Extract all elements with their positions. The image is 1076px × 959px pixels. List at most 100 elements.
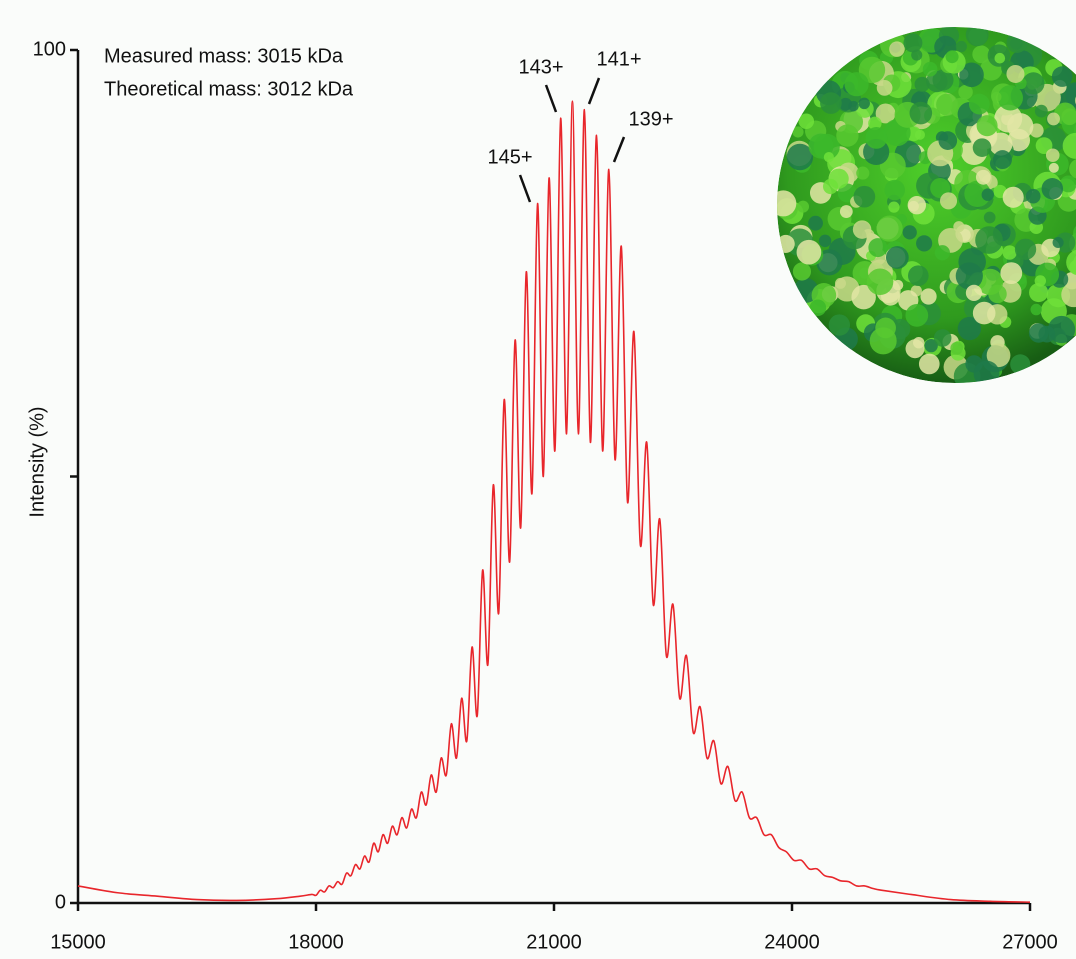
virus-blob xyxy=(797,240,822,265)
virus-blob xyxy=(974,361,1000,387)
virus-blob xyxy=(840,205,853,218)
peak-label: 143+ xyxy=(518,56,563,78)
virus-blob xyxy=(935,245,950,260)
virus-blob xyxy=(867,268,894,295)
virus-blob xyxy=(884,180,904,200)
virus-blob xyxy=(956,262,983,289)
virus-blob xyxy=(1053,237,1064,248)
y-tick-label: 100 xyxy=(33,38,66,60)
virus-blob xyxy=(808,216,823,231)
virus-blob xyxy=(877,80,893,96)
virus-blob xyxy=(797,201,809,213)
peak-label: 145+ xyxy=(487,146,532,168)
virus-blob xyxy=(819,235,831,247)
x-tick-label: 18000 xyxy=(288,931,344,953)
virus-blob xyxy=(1007,32,1028,53)
virus-blob xyxy=(853,220,872,239)
pointer xyxy=(589,78,599,104)
virus-blob xyxy=(988,285,1006,303)
virus-blob xyxy=(792,126,803,137)
virus-blob xyxy=(993,150,1012,169)
virus-blob xyxy=(1035,105,1048,118)
virus-blob xyxy=(958,85,972,99)
virus-blob xyxy=(875,318,896,339)
virus-blob xyxy=(966,23,989,46)
virus-blob xyxy=(908,201,919,212)
virus-blob xyxy=(903,225,917,239)
pointer xyxy=(614,137,624,162)
virus-blob xyxy=(845,72,869,96)
virus-blob xyxy=(865,127,887,149)
x-tick-label: 21000 xyxy=(526,931,582,953)
virus-blob xyxy=(995,53,1006,64)
virus-blob xyxy=(810,300,827,317)
virus-blob xyxy=(923,62,938,77)
virus-blob xyxy=(829,314,850,335)
virus-blob xyxy=(973,302,996,325)
virus-blob xyxy=(1049,163,1059,173)
virus-blob xyxy=(793,262,811,280)
virus-blob xyxy=(848,101,859,112)
virus-blob xyxy=(991,92,1001,102)
virus-blob xyxy=(1006,65,1024,83)
x-tick-label: 24000 xyxy=(764,931,820,953)
virus-blob xyxy=(969,94,990,115)
virus-blob xyxy=(940,192,957,209)
virus-blob xyxy=(915,77,930,92)
x-tick-label: 15000 xyxy=(50,931,106,953)
virus-blob xyxy=(903,33,922,52)
virus-blob xyxy=(920,288,936,304)
virus-blob xyxy=(824,152,834,162)
virus-image xyxy=(770,23,1076,389)
virus-blob xyxy=(950,342,963,355)
virus-blob xyxy=(977,115,998,136)
virus-blob xyxy=(919,354,940,375)
virus-blob xyxy=(1031,304,1042,315)
virus-blob xyxy=(1046,148,1060,162)
virus-blob xyxy=(770,190,796,216)
virus-blob xyxy=(916,235,932,251)
virus-blob xyxy=(1007,113,1033,139)
virus-blob xyxy=(905,304,928,327)
virus-blob xyxy=(1052,66,1073,87)
virus-blob xyxy=(953,221,964,232)
peak-label: 141+ xyxy=(596,48,641,70)
annotation: Measured mass: 3015 kDa xyxy=(104,45,344,67)
virus-blob xyxy=(946,50,959,63)
virus-blob xyxy=(976,170,991,185)
virus-blob xyxy=(886,246,909,269)
virus-blob xyxy=(854,186,876,208)
virus-blob xyxy=(906,339,925,358)
virus-blob xyxy=(982,189,994,201)
peak-label: 139+ xyxy=(628,108,673,130)
annotation: Theoretical mass: 3012 kDa xyxy=(104,78,354,100)
virus-blob xyxy=(973,138,992,157)
virus-blob xyxy=(984,212,996,224)
virus-blob xyxy=(877,216,903,242)
virus-blob xyxy=(1035,275,1046,286)
virus-blob xyxy=(777,235,795,253)
virus-blob xyxy=(820,92,842,114)
virus-blob xyxy=(1026,189,1041,204)
virus-blob xyxy=(1003,245,1017,259)
y-axis-label: Intensity (%) xyxy=(26,406,48,517)
y-tick-label: 0 xyxy=(55,891,66,913)
virus-blob xyxy=(966,285,982,301)
virus-blob xyxy=(915,130,925,140)
page: Measured mass: 3015 kDa Theoretical mass… xyxy=(0,0,1076,959)
pointer xyxy=(520,175,530,202)
virus-blob xyxy=(799,114,815,130)
virus-blob xyxy=(1038,326,1055,343)
virus-blob xyxy=(1000,262,1022,284)
virus-blob xyxy=(836,124,858,146)
virus-blob xyxy=(1047,112,1060,125)
pointer xyxy=(546,85,556,112)
virus-blob xyxy=(975,226,1003,254)
chart: Measured mass: 3015 kDa Theoretical mass… xyxy=(0,0,1076,959)
virus-blob xyxy=(889,41,904,56)
virus-blob xyxy=(856,167,869,180)
virus-blob xyxy=(858,98,869,109)
virus-blob xyxy=(1003,187,1024,208)
virus-blob xyxy=(868,238,887,257)
virus-blob xyxy=(1042,178,1063,199)
